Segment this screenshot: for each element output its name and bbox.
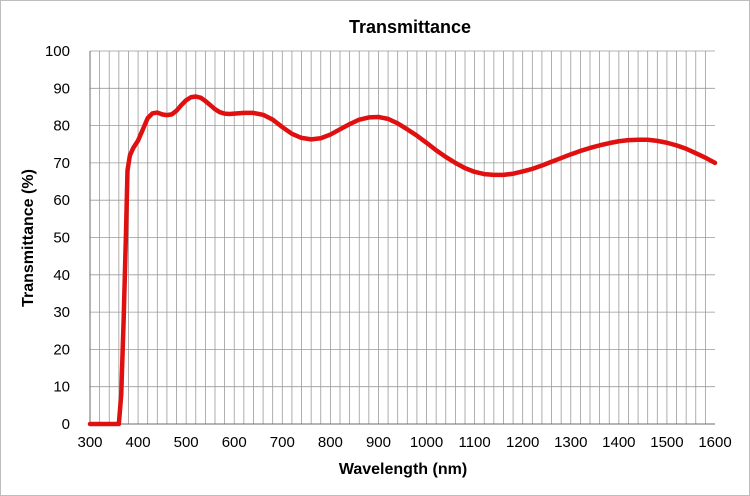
x-tick-label: 800 (318, 434, 343, 451)
x-tick-label: 300 (77, 434, 102, 451)
series-layer (87, 94, 718, 427)
y-tick-label: 20 (53, 341, 70, 358)
chart-title: Transmittance (349, 17, 471, 37)
x-tick-label: 1400 (602, 434, 635, 451)
axes-layer (89, 51, 715, 425)
x-tick-label: 1100 (458, 434, 490, 451)
x-tick-label: 1300 (554, 434, 587, 451)
y-tick-label: 90 (53, 80, 70, 97)
y-axis-label: Transmittance (%) (20, 169, 37, 307)
y-tick-label: 40 (53, 267, 70, 284)
y-tick-label: 70 (53, 155, 70, 172)
x-tick-label: 500 (174, 434, 199, 451)
labels-layer: 300 400 500 600 700 800 900 1000 1100 1200 1300 140… (45, 43, 732, 451)
x-tick-label: 1000 (410, 434, 443, 451)
x-axis-label: Wavelength (nm) (339, 461, 467, 478)
x-tick-label: 600 (222, 434, 247, 451)
y-tick-label: 10 (53, 379, 70, 396)
y-tick-label: 80 (53, 118, 70, 135)
x-tick-label: 1600 (698, 434, 731, 451)
x-tick-label: 400 (126, 434, 151, 451)
transmittance-series-line (87, 94, 718, 427)
y-tick-label: 30 (53, 304, 70, 321)
y-tick-label: 50 (53, 230, 70, 247)
x-tick-label: 900 (366, 434, 391, 451)
y-tick-label: 0 (62, 416, 70, 433)
x-tick-label: 1200 (506, 434, 539, 451)
y-tick-label: 60 (53, 192, 70, 209)
grid-layer (90, 50, 715, 424)
x-tick-label: 700 (270, 434, 295, 451)
x-tick-label: 1500 (650, 434, 683, 451)
y-tick-label: 100 (45, 43, 70, 60)
